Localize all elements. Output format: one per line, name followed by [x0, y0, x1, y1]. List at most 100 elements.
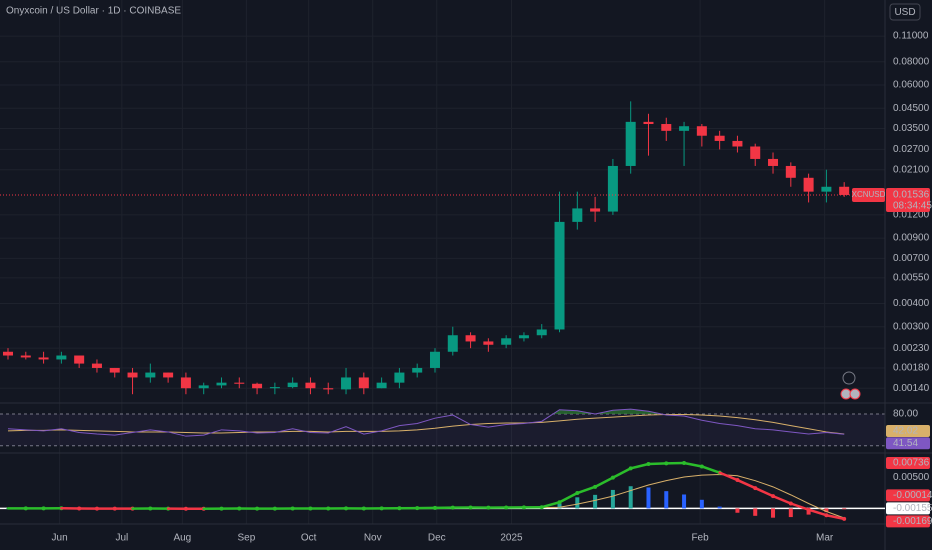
- signal-label-tag: [886, 502, 930, 515]
- candle-body: [661, 124, 672, 131]
- countdown-label: 08:34:45: [893, 201, 932, 212]
- candle-body: [465, 335, 476, 342]
- macd-histogram-bar: [717, 506, 722, 509]
- macd-line-segment: [611, 467, 632, 479]
- macd-histogram-bar: [699, 499, 704, 509]
- macd-peak-label-tag: [886, 457, 930, 470]
- macd-histogram-bar: [664, 491, 669, 509]
- candle-body: [554, 221, 565, 330]
- candle-body: [483, 341, 494, 345]
- candle-body: [572, 208, 583, 222]
- macd-histogram-bar: [753, 508, 758, 516]
- histogram-label: -0.00014: [893, 490, 932, 501]
- candle-body: [358, 377, 369, 389]
- macd-line-segment: [593, 476, 615, 489]
- symbol-tag: [852, 187, 885, 202]
- candle-body: [145, 372, 156, 378]
- price-tag: [886, 187, 930, 212]
- macd-line-segment: [540, 501, 561, 509]
- candle-body: [38, 357, 49, 360]
- y-tick-label: 0.04500: [893, 103, 930, 114]
- rsi-line: [7, 408, 845, 437]
- candle-body: [696, 126, 707, 136]
- flag-icon[interactable]: [849, 388, 861, 400]
- macd-histogram-bar: [610, 489, 615, 509]
- currency-label[interactable]: USD: [894, 7, 915, 18]
- event-icon[interactable]: [842, 371, 856, 385]
- candle-body: [536, 329, 547, 336]
- candle-body: [643, 121, 654, 125]
- histogram-label-tag: [886, 489, 930, 502]
- x-tick-label: Mar: [816, 533, 834, 544]
- candle-body: [447, 335, 458, 352]
- candle-body: [803, 177, 814, 192]
- candle-body: [590, 208, 601, 212]
- rsi-label-tag: [886, 437, 930, 450]
- macd-tick-label: 0.00500: [893, 472, 930, 483]
- candle-body: [501, 338, 512, 345]
- candle-body: [56, 355, 67, 360]
- candle-body: [625, 121, 636, 166]
- x-tick-label: Jun: [52, 533, 68, 544]
- y-tick-label: 0.00900: [893, 233, 930, 244]
- y-tick-label: 0.02700: [893, 144, 930, 155]
- macd-line-segment: [753, 486, 775, 498]
- y-tick-label: 0.08000: [893, 56, 930, 67]
- macd-histogram-bar: [593, 494, 598, 509]
- candle-body: [305, 382, 316, 389]
- y-tick-label: 0.00230: [893, 343, 930, 354]
- y-tick-label: 0.01200: [893, 210, 930, 221]
- candle-body: [714, 135, 725, 141]
- candle-body: [341, 377, 352, 390]
- macd-histogram-bar: [575, 497, 580, 509]
- x-tick-label: Sep: [238, 533, 256, 544]
- rsi-overbought-fill: [8, 409, 845, 414]
- candle-body: [732, 140, 743, 147]
- candle-body: [750, 146, 761, 159]
- macd-line-segment: [700, 465, 721, 474]
- rsi-tick-label: 80.00: [893, 409, 918, 420]
- macd-label-tag: [886, 515, 930, 528]
- y-tick-label: 0.06000: [893, 80, 930, 91]
- candle-body: [198, 385, 209, 389]
- candle-body: [785, 165, 796, 178]
- candle-body: [74, 355, 85, 364]
- candle-body: [679, 126, 690, 131]
- rsi-label: 41.54: [893, 438, 918, 449]
- currency-button[interactable]: [889, 3, 921, 21]
- candle-body: [252, 383, 263, 389]
- candle-body: [323, 388, 334, 390]
- rsi-ma-label-tag: [886, 425, 930, 438]
- candle-body: [839, 186, 850, 195]
- marks: [0, 101, 885, 521]
- macd-histogram-bar: [788, 508, 793, 518]
- macd-line-segment: [647, 462, 668, 466]
- candle-body: [412, 367, 423, 373]
- macd-line-segment: [558, 491, 579, 504]
- candle-body: [269, 387, 280, 389]
- signal-label: -0.00155: [893, 503, 932, 514]
- macd-line-segment: [736, 478, 757, 490]
- candle-body: [429, 351, 440, 368]
- macd-histogram-bar: [628, 486, 633, 509]
- x-tick-label: Dec: [428, 533, 446, 544]
- candle-body: [394, 372, 405, 383]
- candle-body: [127, 372, 138, 378]
- y-tick-label: 0.00550: [893, 272, 930, 283]
- macd-line-segment: [771, 494, 793, 505]
- macd-histogram-bar: [682, 494, 687, 509]
- y-tick-label: 0.00300: [893, 321, 930, 332]
- macd-line-segment: [825, 513, 846, 521]
- candle-body: [607, 165, 618, 212]
- macd-dot: [842, 516, 847, 521]
- x-tick-label: Oct: [301, 533, 317, 544]
- candle-body: [163, 372, 174, 378]
- macd-line-segment: [807, 508, 828, 517]
- macd-histogram-bar: [646, 487, 651, 509]
- rsi-ma-label: 42.02: [893, 426, 918, 437]
- candle-body: [287, 382, 298, 388]
- candle-body: [376, 382, 387, 389]
- macd-peak-label: 0.00736: [893, 458, 930, 469]
